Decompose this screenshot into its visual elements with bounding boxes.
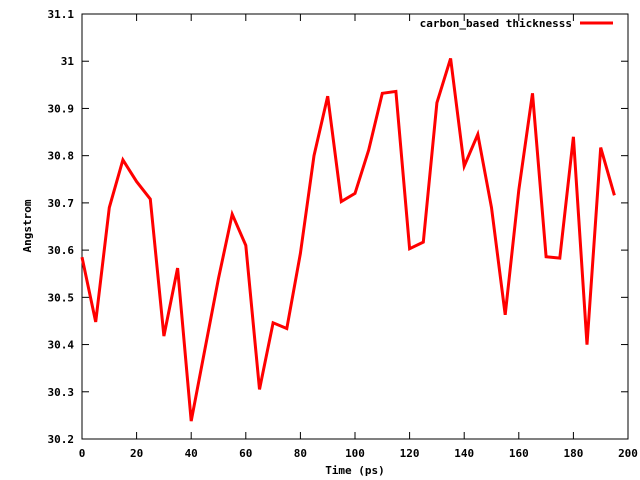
x-tick-label: 180 xyxy=(563,447,583,460)
x-tick-label: 120 xyxy=(400,447,420,460)
series-line-carbon-based-thicknesss xyxy=(80,57,616,422)
x-tick-label: 20 xyxy=(130,447,143,460)
x-tick-label: 140 xyxy=(454,447,474,460)
x-tick-label: 160 xyxy=(509,447,529,460)
x-tick-label: 0 xyxy=(79,447,86,460)
y-tick-label: 30.3 xyxy=(48,386,75,399)
x-axis-label: Time (ps) xyxy=(325,464,385,477)
x-tick-label: 60 xyxy=(239,447,252,460)
x-tick-labels: 0 20 40 60 80 100 120 140 160 180 200 xyxy=(79,447,638,460)
axis-ticks xyxy=(81,13,629,440)
y-tick-label: 30.5 xyxy=(48,291,75,304)
y-tick-label: 30.2 xyxy=(48,433,75,446)
y-tick-label: 30.8 xyxy=(48,150,75,163)
legend: carbon_based thicknesss xyxy=(420,17,613,30)
x-tick-label: 200 xyxy=(618,447,638,460)
y-axis-label: Angstrom xyxy=(21,199,34,252)
y-tick-label: 31 xyxy=(61,55,75,68)
y-tick-label: 31.1 xyxy=(48,8,75,21)
x-tick-label: 100 xyxy=(345,447,365,460)
y-tick-labels: 30.2 30.3 30.4 30.5 30.6 30.7 30.8 30.9 31 31.1 xyxy=(48,8,75,446)
x-tick-label: 80 xyxy=(294,447,307,460)
y-tick-label: 30.4 xyxy=(48,339,75,352)
y-tick-label: 30.6 xyxy=(48,244,75,257)
legend-label: carbon_based thicknesss xyxy=(420,17,572,30)
plot-frame xyxy=(81,13,629,440)
y-tick-label: 30.7 xyxy=(48,197,75,210)
y-tick-label: 30.9 xyxy=(48,102,75,115)
x-tick-label: 40 xyxy=(185,447,198,460)
